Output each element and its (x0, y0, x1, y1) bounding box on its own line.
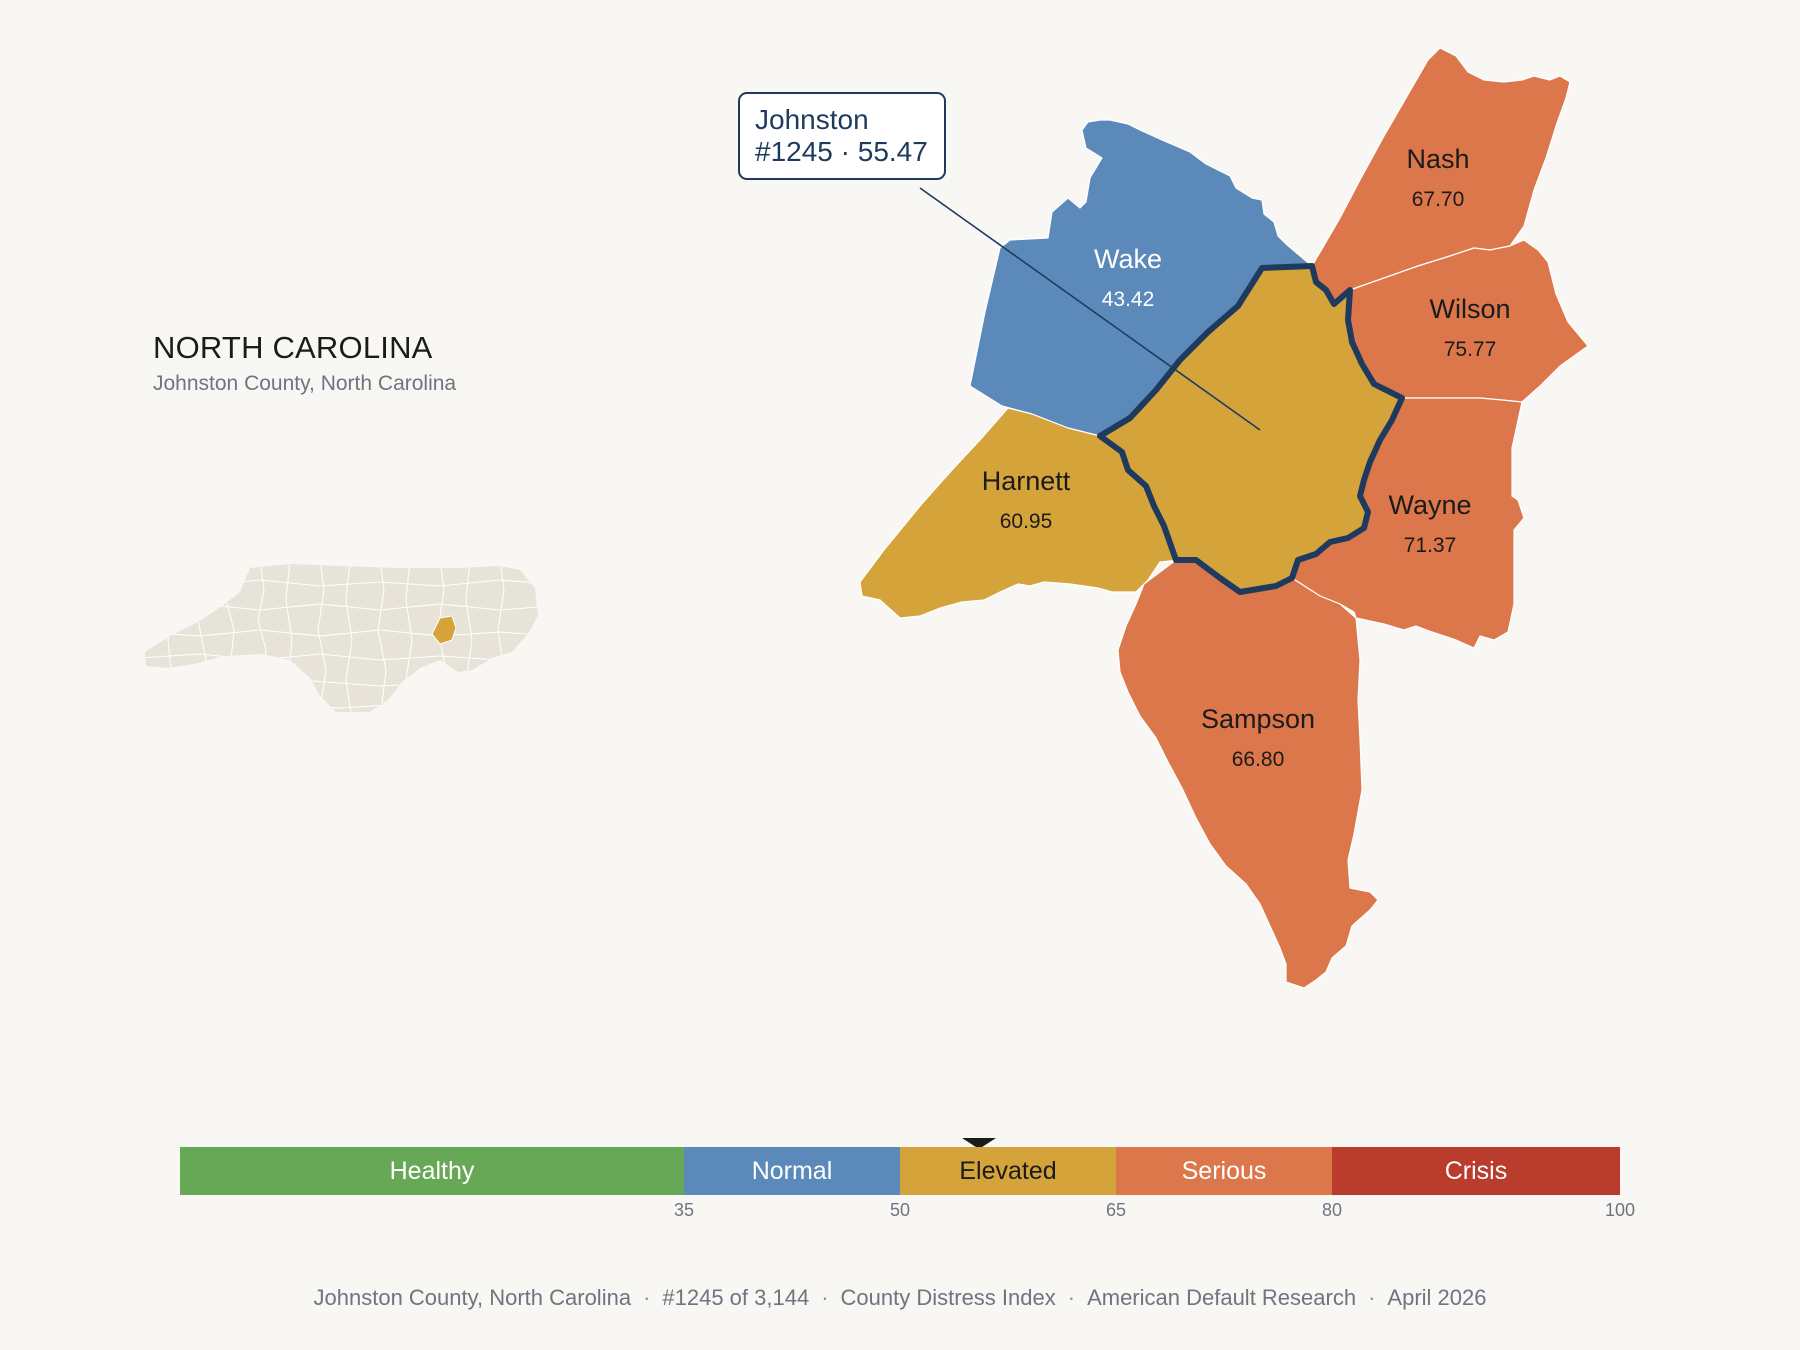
county-value-wake: 43.42 (1102, 288, 1155, 311)
scale-segment-healthy: Healthy (180, 1147, 684, 1195)
county-johnston[interactable] (1097, 263, 1405, 595)
county-labels: Wake 43.42 Nash 67.70 Wilson 75.77 Harnett 60.9… (982, 144, 1511, 771)
locator-johnston-highlight (431, 615, 457, 645)
scale-tick: 80 (1321, 1200, 1343, 1220)
county-value-harnett: 60.95 (1000, 510, 1053, 533)
county-value-wayne: 71.37 (1404, 534, 1457, 557)
scale-ticks: 35 50 65 80 100 (180, 1200, 1635, 1224)
map-header: NORTH CAROLINA Johnston County, North Ca… (153, 330, 456, 396)
county-harnett[interactable] (859, 407, 1181, 619)
scale-tick: 50 (889, 1200, 911, 1220)
footer-item: American Default Research (1087, 1285, 1357, 1310)
footer: Johnston County, North Carolina · #1245 of… (0, 1285, 1800, 1311)
county-subtitle: Johnston County, North Carolina (153, 372, 457, 395)
footer-item: Johnston County, North Carolina (313, 1285, 632, 1310)
focus-value-marker (961, 1138, 996, 1149)
footer-item: #1245 of 3,144 (662, 1285, 810, 1310)
county-label-wayne: Wayne (1388, 490, 1471, 520)
county-label-harnett: Harnett (982, 466, 1071, 496)
distress-scale: Healthy Normal Elevated Serious Crisis (180, 1147, 1620, 1195)
callout-county-name: Johnston (755, 104, 869, 135)
footer-separator: · (1368, 1285, 1376, 1310)
scale-segment-serious: Serious (1116, 1147, 1332, 1195)
callout-leader-line (919, 187, 1261, 431)
focus-county-callout: Johnston #1245 · 55.47 (738, 92, 946, 180)
county-sampson[interactable] (1117, 559, 1379, 989)
scale-tick: 65 (1105, 1200, 1127, 1220)
county-value-sampson: 66.80 (1232, 748, 1285, 771)
footer-item: April 2026 (1387, 1285, 1487, 1310)
callout-rank-score: #1245 · 55.47 (755, 136, 928, 167)
scale-segment-elevated: Elevated (900, 1147, 1116, 1195)
county-label-wilson: Wilson (1429, 294, 1510, 324)
scale-segment-crisis: Crisis (1332, 1147, 1620, 1195)
county-label-sampson: Sampson (1201, 704, 1315, 734)
footer-separator: · (1067, 1285, 1076, 1310)
state-locator-map (145, 564, 538, 712)
scale-segment-normal: Normal (684, 1147, 900, 1195)
county-label-nash: Nash (1406, 144, 1469, 174)
state-title: NORTH CAROLINA (153, 330, 433, 365)
footer-separator: · (821, 1285, 829, 1310)
footer-item: County Distress Index (840, 1285, 1056, 1310)
county-value-nash: 67.70 (1412, 188, 1465, 211)
county-label-wake: Wake (1094, 244, 1162, 274)
scale-tick: 100 (1604, 1200, 1636, 1220)
county-value-wilson: 75.77 (1444, 338, 1497, 361)
county-map: Wake 43.42 Nash 67.70 Wilson 75.77 Harnett 60.9… (859, 47, 1589, 989)
scale-tick: 35 (673, 1200, 695, 1220)
footer-separator: · (643, 1285, 651, 1310)
